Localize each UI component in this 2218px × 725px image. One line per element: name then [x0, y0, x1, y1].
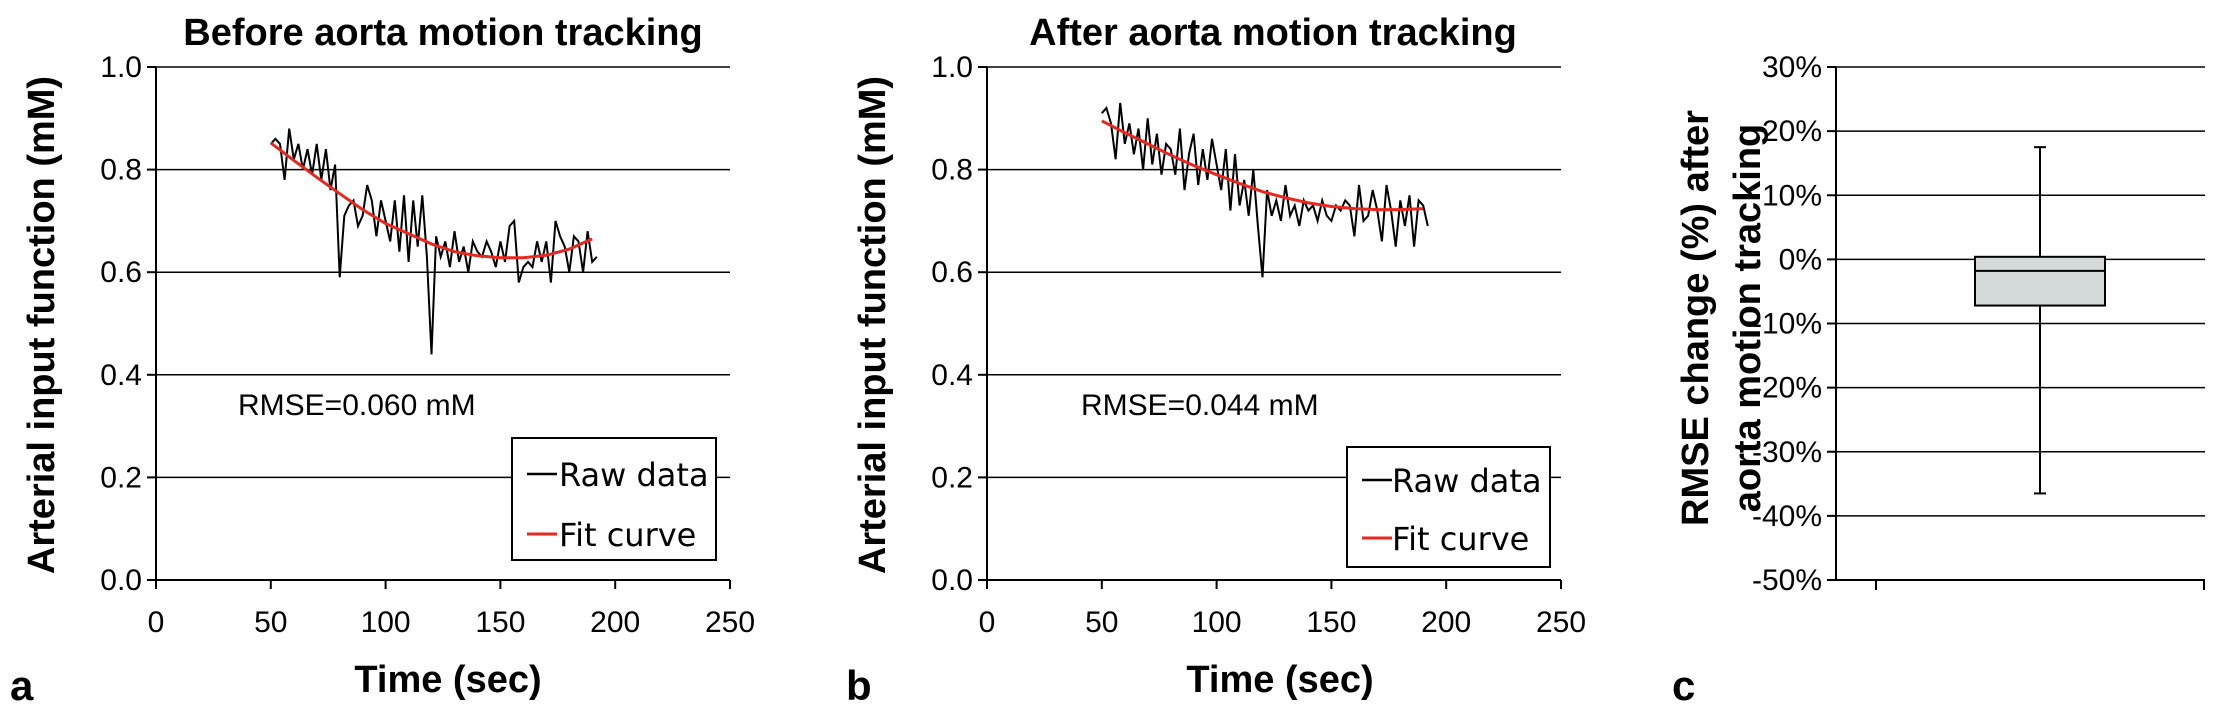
panel-b-x-tick-label-2: 100 — [1192, 606, 1242, 639]
panel-a-raw-data-line — [270, 128, 598, 355]
panel-c-y-tick-label-5: -20% — [1752, 372, 1822, 405]
panel-b-fit-curve-line — [1101, 119, 1424, 212]
panel-a-legend-fit-label: Fit curve — [559, 516, 696, 554]
panel-c-y-ticks: 30% 20% 10% 0% -10% -20% -30% -40% -50% — [1752, 51, 1836, 597]
panel-b-x-tick-label-0: 0 — [979, 606, 996, 639]
panel-a-x-tick-label-1: 50 — [254, 606, 287, 639]
panel-b-x-axis-label: Time (sec) — [1186, 659, 1373, 701]
panel-c-y-tick-label-4: -10% — [1752, 308, 1822, 341]
panel-b-rmse-annotation: RMSE=0.044 mM — [1081, 389, 1319, 422]
panel-b-y-tick-label-3: 0.6 — [931, 256, 973, 289]
panel-b-y-tick-label-1: 0.2 — [931, 461, 973, 494]
panel-a-x-tick-label-2: 100 — [361, 606, 411, 639]
panel-b-label: b — [846, 662, 872, 709]
panel-b-x-tick-label-5: 250 — [1536, 606, 1586, 639]
panel-a-x-tick-label-0: 0 — [148, 606, 165, 639]
panel-a-legend-box — [511, 437, 717, 561]
panel-b-legend-box — [1346, 446, 1551, 568]
panel-a-x-axis-label: Time (sec) — [354, 659, 541, 701]
panel-c-y-axis-label-line-2: aorta motion tracking — [1727, 124, 1769, 513]
panel-b-x-tick-label-3: 150 — [1306, 606, 1356, 639]
panel-c-y-tick-label-2: 10% — [1762, 179, 1822, 212]
panel-b-y-axis-label: Arterial input function (mM) — [852, 76, 894, 574]
panel-a-legend-raw-label: Raw data — [559, 456, 709, 494]
panel-a-x-tick-label-4: 200 — [590, 606, 640, 639]
panel-a-x-tick-label-5: 250 — [705, 606, 755, 639]
panel-c-box — [1974, 255, 2106, 307]
panel-b-x-tick-label-4: 200 — [1421, 606, 1471, 639]
panel-a-x-tick-label-3: 150 — [475, 606, 525, 639]
panel-b-y-ticks: 0.0 0.2 0.4 0.6 0.8 1.0 — [931, 51, 987, 597]
panel-b-legend-fit-label: Fit curve — [1392, 520, 1529, 558]
panel-a-y-tick-label-2: 0.4 — [100, 359, 142, 392]
panel-c: 30% 20% 10% 0% -10% -20% -30% -40% -50% RMSE cha… — [1672, 51, 2205, 709]
panel-a-y-tick-label-4: 0.8 — [100, 154, 142, 187]
panel-b-y-tick-label-0: 0.0 — [931, 564, 973, 597]
panel-c-y-tick-label-6: -30% — [1752, 436, 1822, 469]
panel-a-title: Before aorta motion tracking — [183, 12, 702, 54]
panel-b-legend-raw-label: Raw data — [1392, 462, 1542, 500]
panel-a-fit-curve-line — [269, 141, 593, 260]
panel-b: After aorta motion tracking 0 50 100 150 200… — [846, 12, 1586, 709]
panel-c-y-axis-label-line-1: RMSE change (%) after — [1675, 110, 1717, 526]
panel-b-y-tick-label-5: 1.0 — [931, 51, 973, 84]
panel-c-y-tick-label-0: 30% — [1762, 51, 1822, 84]
panel-c-y-tick-label-7: -40% — [1752, 500, 1822, 533]
panel-a: Before aorta motion tracking 0 50 100 150 20… — [10, 12, 755, 709]
panel-a-rmse-annotation: RMSE=0.060 mM — [238, 389, 476, 422]
panel-b-title: After aorta motion tracking — [1029, 12, 1517, 54]
panel-b-y-tick-label-2: 0.4 — [931, 359, 973, 392]
panel-a-y-ticks: 0.0 0.2 0.4 0.6 0.8 1.0 — [100, 51, 156, 597]
panel-a-legend: Raw data Fit curve — [511, 437, 717, 561]
panel-b-x-tick-label-1: 50 — [1085, 606, 1118, 639]
panel-a-y-axis-label: Arterial input function (mM) — [21, 76, 63, 574]
panel-a-x-ticks: 0 50 100 150 200 250 — [148, 580, 755, 639]
panel-a-y-tick-label-3: 0.6 — [100, 256, 142, 289]
panel-c-y-tick-label-1: 20% — [1762, 115, 1822, 148]
panel-c-y-tick-label-8: -50% — [1752, 564, 1822, 597]
panel-c-y-tick-label-3: 0% — [1779, 243, 1822, 276]
panel-b-x-ticks: 0 50 100 150 200 250 — [979, 580, 1586, 639]
panel-c-label: c — [1672, 662, 1695, 709]
panel-a-y-tick-label-1: 0.2 — [100, 461, 142, 494]
panel-b-raw-data-line — [1101, 102, 1429, 278]
panel-b-legend: Raw data Fit curve — [1346, 446, 1551, 568]
panel-b-y-tick-label-4: 0.8 — [931, 154, 973, 187]
panel-a-y-tick-label-0: 0.0 — [100, 564, 142, 597]
panel-c-boxplot — [1974, 146, 2106, 495]
panel-a-label: a — [10, 662, 34, 709]
panel-a-y-tick-label-5: 1.0 — [100, 51, 142, 84]
